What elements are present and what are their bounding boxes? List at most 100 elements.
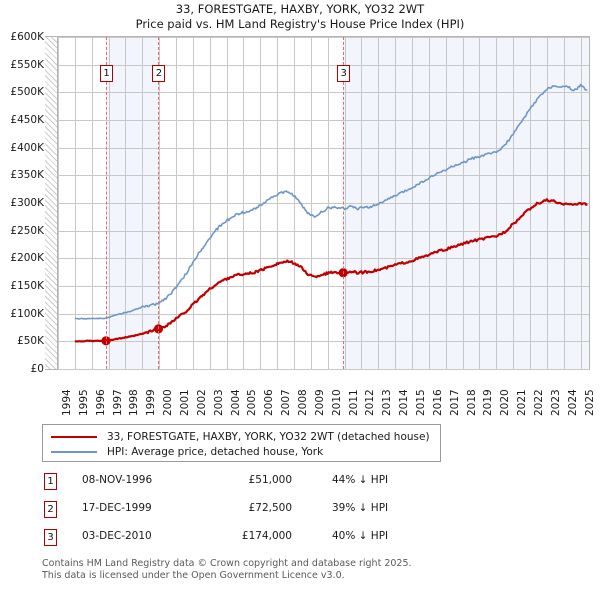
x-tick-label: 2017: [448, 389, 461, 416]
x-tick-label: 2015: [415, 389, 427, 416]
x-tick-label: 2010: [330, 389, 343, 416]
gridline-vertical: [192, 37, 194, 369]
transaction-point-marker[interactable]: [101, 336, 111, 346]
gridline-vertical: [462, 37, 464, 369]
x-tick-label: 2019: [482, 389, 495, 416]
gridline-vertical: [74, 37, 76, 369]
line-hpi: [74, 83, 588, 320]
x-tick-label: 2016: [431, 389, 444, 416]
gridline-vertical: [277, 37, 279, 369]
gridline-horizontal: [58, 369, 589, 370]
legend-label-hpi: HPI: Average price, detached house, York: [107, 446, 324, 458]
y-tick-label: £450K: [10, 114, 44, 126]
transaction-price: £51,000: [248, 474, 292, 486]
row-index-badge: 3: [44, 529, 57, 546]
event-index-badge[interactable]: 3: [337, 65, 351, 82]
gridline-vertical: [125, 37, 127, 369]
transaction-price: £72,500: [248, 502, 292, 514]
x-tick-label: 1994: [61, 389, 73, 416]
x-tick-label: 1996: [94, 389, 107, 416]
footer-line-2: This data is licensed under the Open Gov…: [42, 569, 345, 581]
table-row: 2 17-DEC-1999 £72,500 39% ↓ HPI: [42, 498, 562, 526]
x-tick-label: 2011: [347, 389, 360, 416]
gridline-horizontal: [58, 230, 589, 232]
x-tick-label: 2005: [246, 389, 259, 416]
x-tick-label: 2009: [313, 389, 326, 416]
x-tick-label: 2020: [499, 389, 512, 416]
chart-title-block: 33, FORESTGATE, HAXBY, YORK, YO32 2WT Pr…: [0, 2, 600, 32]
y-tick-label: £150K: [10, 280, 44, 292]
x-tick-label: 2021: [516, 389, 529, 416]
x-tick-label: 2018: [465, 389, 478, 416]
gridline-vertical: [445, 37, 447, 369]
gridline-horizontal: [58, 286, 589, 287]
pre-data-hatch-region: [45, 36, 57, 370]
gridline-vertical: [91, 37, 93, 369]
y-tick-label: £250K: [10, 224, 44, 237]
gridline-horizontal: [58, 258, 589, 260]
transaction-point-marker[interactable]: [338, 268, 348, 278]
line-price-paid: [74, 198, 588, 343]
y-tick-label: £600K: [10, 31, 44, 43]
x-tick-label: 2022: [533, 389, 545, 416]
transaction-date: 17-DEC-1999: [82, 502, 152, 514]
gridline-horizontal: [58, 120, 589, 121]
series-lines: [74, 83, 588, 346]
legend-swatch-price-paid: [51, 436, 97, 438]
gridline-vertical: [361, 37, 363, 369]
gridline-vertical: [294, 37, 295, 369]
x-tick-label: 2000: [162, 389, 175, 416]
gridline-horizontal: [58, 313, 589, 315]
gridline-horizontal: [58, 64, 589, 66]
gridline-vertical: [513, 37, 515, 369]
gridline-horizontal: [58, 147, 589, 149]
x-tick-label: 2023: [549, 389, 562, 416]
x-tick-label: 1999: [145, 389, 158, 416]
x-tick-label: 2013: [381, 389, 394, 416]
x-tick-label: 2008: [297, 389, 309, 416]
x-tick-label: 2007: [280, 389, 293, 416]
transaction-date: 08-NOV-1996: [82, 474, 153, 486]
page-subtitle: Price paid vs. HM Land Registry's House …: [135, 17, 465, 31]
gridline-horizontal: [58, 92, 589, 94]
gridline-vertical: [108, 37, 110, 369]
event-index-badge[interactable]: 1: [100, 65, 114, 82]
gridline-horizontal: [58, 175, 589, 177]
x-tick-label: 2004: [229, 389, 242, 416]
table-row: 1 08-NOV-1996 £51,000 44% ↓ HPI: [42, 470, 562, 498]
plot-area: 1 2 3: [57, 36, 590, 370]
transactions-table: 1 08-NOV-1996 £51,000 44% ↓ HPI 2 17-DEC…: [42, 470, 562, 554]
y-tick-label: £400K: [10, 141, 44, 154]
legend-item-hpi: HPI: Average price, detached house, York: [51, 443, 323, 461]
gridline-vertical: [412, 37, 413, 369]
gridline-vertical: [530, 37, 531, 369]
y-tick-label: £300K: [10, 197, 44, 209]
gridline-vertical: [58, 37, 59, 369]
x-tick-label: 2012: [364, 389, 377, 416]
event-index-badge[interactable]: 2: [152, 65, 166, 82]
footer-line-1: Contains HM Land Registry data © Crown c…: [42, 558, 412, 569]
gridline-vertical: [159, 37, 161, 369]
legend-swatch-hpi: [51, 451, 97, 453]
transaction-hpi-delta: 39% ↓ HPI: [332, 502, 389, 514]
chart-canvas: 1 2 3: [0, 36, 600, 372]
transaction-hpi-delta: 40% ↓ HPI: [332, 530, 389, 542]
page-title: 33, FORESTGATE, HAXBY, YORK, YO32 2WT: [175, 2, 425, 16]
gridline-vertical: [142, 37, 144, 369]
x-tick-label: 1995: [77, 389, 90, 416]
event-dashed-line: [158, 37, 160, 369]
y-tick-label: £500K: [10, 86, 44, 99]
y-tick-label: £50K: [17, 335, 44, 348]
event-dashed-line: [106, 37, 108, 369]
footer-attribution: Contains HM Land Registry data © Crown c…: [42, 558, 582, 581]
gridline-vertical: [209, 37, 211, 369]
y-tick-label: £100K: [10, 307, 44, 320]
gridline-vertical: [226, 37, 228, 369]
x-tick-label: 2001: [179, 389, 191, 416]
y-tick-label: £550K: [10, 58, 44, 71]
y-tick-label: £200K: [10, 252, 44, 265]
gridline-vertical: [327, 37, 329, 369]
legend-item-price-paid: 33, FORESTGATE, HAXBY, YORK, YO32 2WT (d…: [51, 428, 430, 446]
gridline-vertical: [260, 37, 262, 369]
gridline-horizontal: [58, 341, 589, 343]
